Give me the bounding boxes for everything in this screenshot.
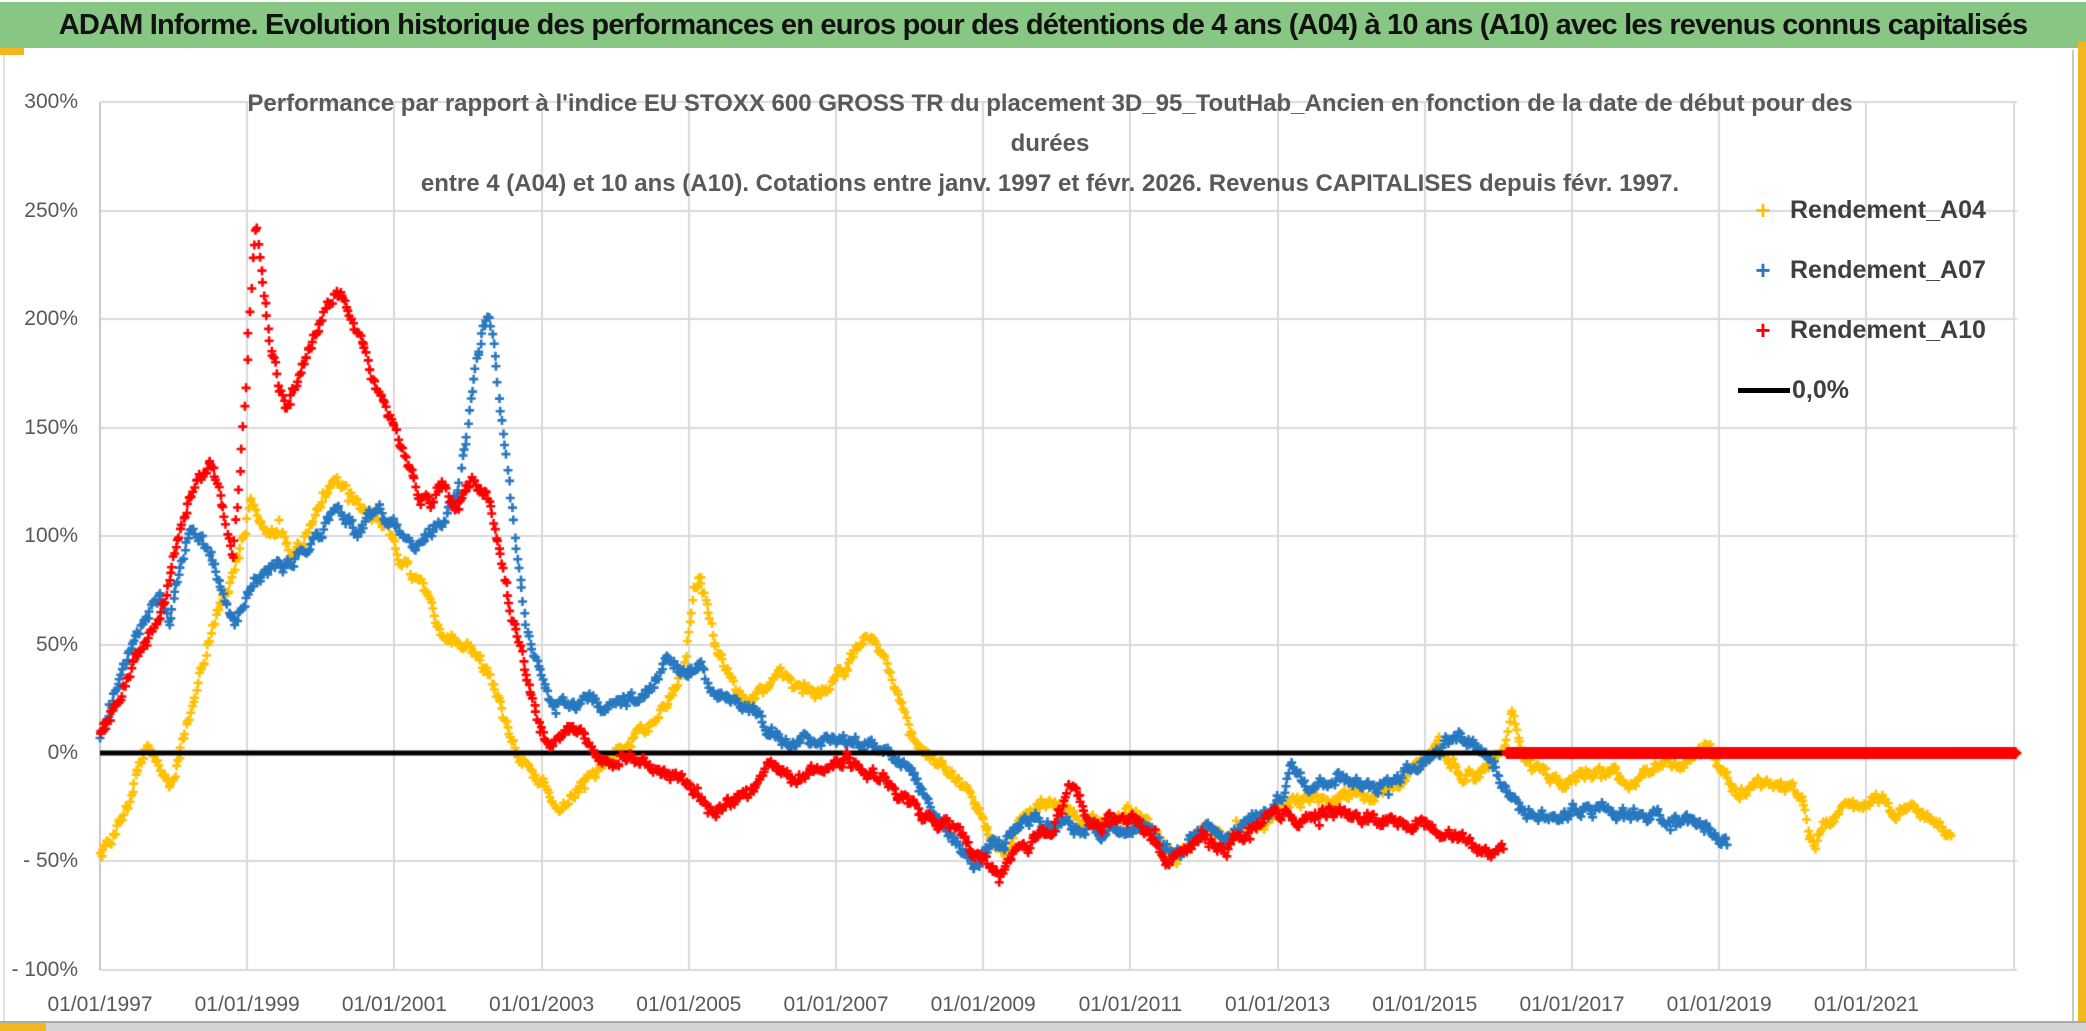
x-axis-tick-label: 01/01/2013: [1225, 993, 1331, 1016]
y-axis-tick-label: 200%: [24, 307, 78, 331]
x-axis-tick-label: 01/01/2019: [1666, 993, 1772, 1016]
legend-label: Rendement_A04: [1790, 195, 1986, 224]
y-axis-tick-label: - 50%: [23, 849, 78, 873]
gold-page-border-top-left: [0, 48, 24, 55]
x-axis-tick-label: 01/01/2003: [489, 993, 595, 1016]
plus-marker-icon: +: [1755, 255, 1771, 285]
legend-label: Rendement_A10: [1790, 315, 1986, 344]
legend-label: 0,0%: [1792, 375, 1849, 404]
y-axis-tick-label: 250%: [24, 198, 78, 222]
x-axis-tick-label: 01/01/2007: [783, 993, 889, 1016]
y-axis-tick-label: 150%: [24, 415, 78, 439]
x-axis-tick-label: 01/01/2021: [1813, 993, 1919, 1016]
y-axis-tick-label: 50%: [35, 632, 78, 656]
x-axis-tick-label: 01/01/2011: [1078, 993, 1183, 1016]
chart-border-left: [3, 55, 5, 1021]
x-axis-tick-label: 01/01/2009: [930, 993, 1036, 1016]
y-axis-tick-label: 100%: [24, 524, 78, 548]
legend-item-zero-line: 0,0%: [1738, 360, 2068, 420]
legend-item-rendement-a10: + Rendement_A10: [1738, 300, 2068, 360]
line-marker-icon: [1738, 387, 1790, 393]
chart-border-right: [2072, 50, 2074, 1031]
x-axis-tick-label: 01/01/2001: [341, 993, 447, 1016]
y-axis-tick-label: 300%: [24, 90, 78, 114]
x-axis-tick-label: 01/01/2005: [636, 993, 742, 1016]
y-axis-tick-label: - 100%: [11, 957, 78, 981]
x-axis-tick-label: 01/01/1997: [47, 993, 153, 1016]
plus-marker-icon: +: [1755, 315, 1771, 345]
legend-item-rendement-a04: + Rendement_A04: [1738, 180, 2068, 240]
plus-marker-icon: +: [1755, 195, 1771, 225]
x-axis-tick-label: 01/01/2015: [1372, 993, 1478, 1016]
chart-legend: + Rendement_A04 + Rendement_A07 + Rendem…: [1738, 180, 2068, 420]
x-axis-tick-label: 01/01/2017: [1519, 993, 1625, 1016]
legend-label: Rendement_A07: [1790, 255, 1986, 284]
gold-page-border-right: [2078, 42, 2086, 1031]
bottom-status-strip: [0, 1021, 2086, 1031]
x-axis-tick-label: 01/01/1999: [194, 993, 300, 1016]
y-axis-tick-label: 0%: [47, 741, 78, 764]
legend-item-rendement-a07: + Rendement_A07: [1738, 240, 2068, 300]
gold-page-border-bottom-left: [0, 1023, 46, 1031]
